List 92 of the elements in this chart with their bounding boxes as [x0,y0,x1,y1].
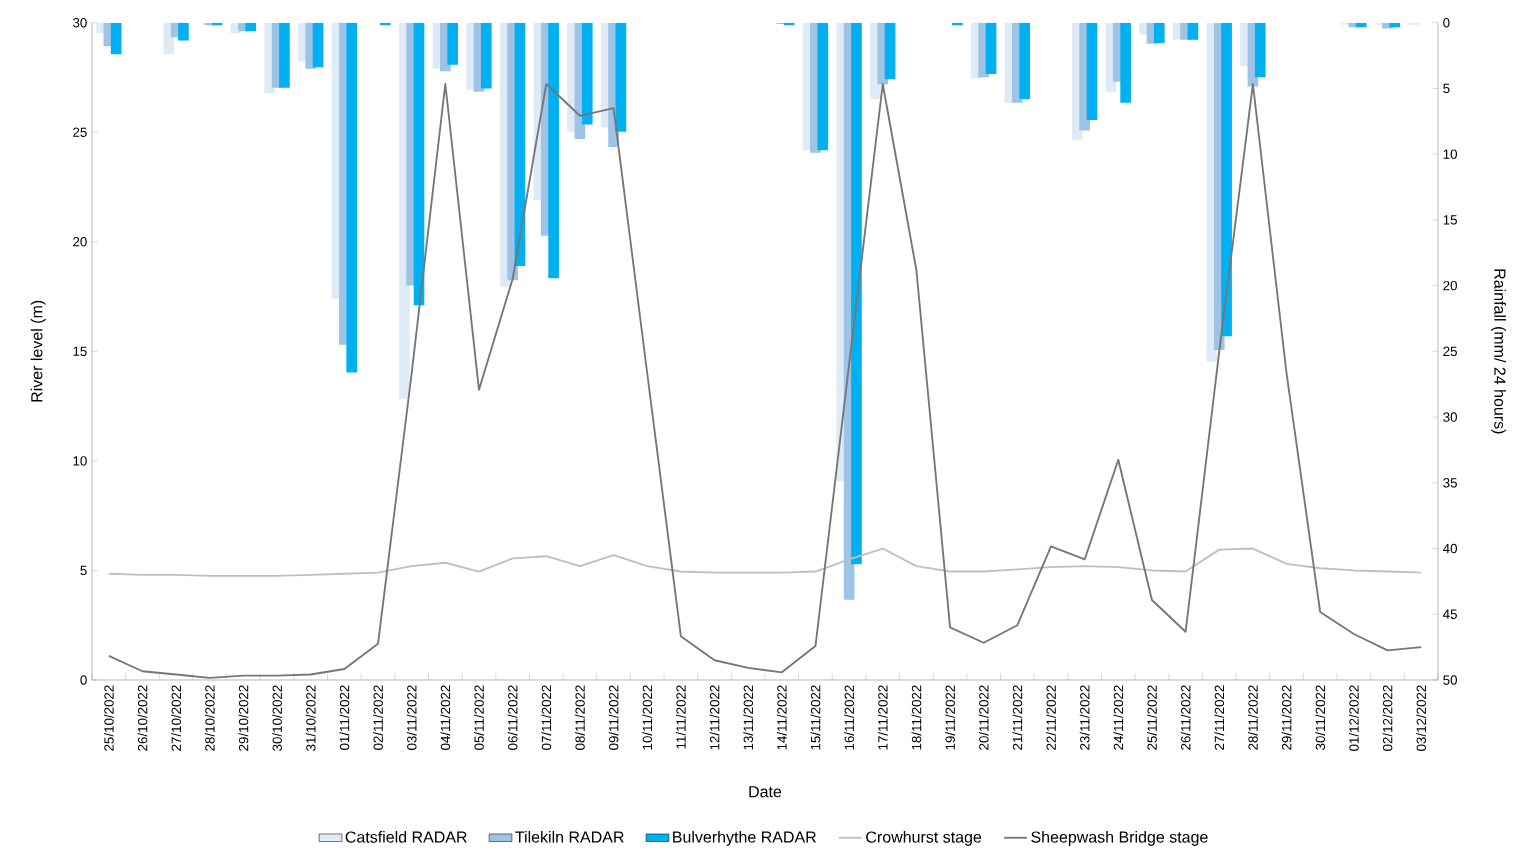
y-tick-label: 15 [73,346,87,356]
bar [1019,22,1031,99]
x-tick-label: 01/12/2022 [1348,685,1359,751]
y-tick-label: 20 [73,237,87,247]
x-tick-label: 21/11/2022 [1012,685,1023,750]
bar [312,22,324,68]
x-tick-label: 02/12/2022 [1382,685,1393,751]
y2-tick-label: 10 [1443,149,1457,159]
y2-tick-label: 5 [1443,83,1450,94]
x-tick-label: 29/10/2022 [238,685,249,751]
x-tick-label: 05/11/2022 [474,685,484,750]
y-tick-label: 10 [73,456,87,466]
y-tick-label: 25 [73,127,87,137]
x-tick-label: 24/11/2022 [1113,685,1124,750]
x-tick-label: 18/11/2022 [911,685,922,750]
y-tick-label: 30 [72,17,87,28]
x-tick-label: 11/11/2022 [675,685,686,749]
bar [884,22,896,80]
x-tick-label: 01/11/2022 [339,685,350,750]
x-tick-label: 17/11/2022 [877,685,888,750]
bar [548,22,559,279]
bar [1120,22,1131,103]
x-tick-label: 25/11/2022 [1147,685,1157,750]
y-tick-label: 5 [80,565,87,576]
bar [581,22,593,125]
x-tick-label: 12/11/2022 [709,685,720,750]
bar [480,22,492,89]
bar [1153,22,1165,44]
bar [1221,22,1232,337]
y2-tick-label: 45 [1442,609,1457,619]
x-tick-label: 08/11/2022 [575,685,585,750]
legend-label: Catsfield RADAR [345,830,467,843]
y2-tick-label: 40 [1442,543,1457,554]
y2-tick-label: 20 [1443,280,1457,291]
x-tick-label: 23/11/2022 [1079,685,1090,750]
bar [1254,22,1266,78]
x-tick-label: 13/11/2022 [743,685,754,750]
bar [1086,22,1098,120]
bar [279,22,290,88]
bar [110,22,122,55]
legend-label: Tilekiln RADAR [515,830,624,843]
x-tick-label: 09/11/2022 [608,685,619,750]
y2-tick-label: 0 [1443,17,1450,28]
x-tick-label: 30/11/2022 [1315,685,1326,750]
x-tick-label: 14/11/2022 [776,685,787,750]
x-tick-label: 27/10/2022 [171,685,182,751]
y2-tick-label: 25 [1443,346,1457,357]
bar [413,22,425,306]
x-tick-label: 20/11/2022 [978,685,989,750]
legend-label: Sheepwash Bridge stage [1031,830,1208,846]
x-tick-label: 10/11/2022 [642,685,653,750]
x-tick-label: 15/11/2022 [810,685,821,750]
x-tick-label: 29/11/2022 [1281,685,1292,750]
bar [1389,22,1401,28]
x-tick-label: 03/11/2022 [406,685,417,750]
x-tick-label: 26/11/2022 [1180,685,1191,750]
x-tick-label: 16/11/2022 [844,685,854,750]
bar [985,22,997,74]
legend-label: Bulverhythe RADAR [673,830,816,846]
bar [1355,22,1367,28]
y2-tick-label: 35 [1443,478,1457,488]
y2-axis-title: Rainfall (mm/ 24 hours) [1491,269,1506,434]
x-tick-label: 27/11/2022 [1214,685,1225,750]
x-tick-label: 07/11/2022 [541,685,552,750]
bar [615,22,627,132]
x-tick-label: 30/10/2022 [272,685,282,751]
y2-tick-label: 50 [1443,675,1457,685]
bar [346,22,358,373]
legend-label: Crowhurst stage [866,830,982,846]
y-axis-title: River level (m) [30,300,46,402]
x-tick-label: 28/10/2022 [204,685,215,751]
bar [514,22,526,266]
y2-tick-label: 15 [1443,215,1457,225]
bar [178,22,189,41]
x-tick-label: 31/10/2022 [305,685,316,751]
bar [245,22,257,32]
bar [817,22,829,151]
bar [851,22,862,565]
x-axis-title: Date [749,786,782,798]
x-tick-label: 02/11/2022 [373,685,383,750]
bar [1187,22,1199,40]
x-tick-label: 03/12/2022 [1416,685,1427,751]
y-tick-label: 0 [80,675,87,685]
x-tick-label: 28/11/2022 [1248,685,1258,750]
x-tick-label: 25/10/2022 [103,685,114,751]
y2-tick-label: 30 [1443,412,1457,422]
x-tick-label: 22/11/2022 [1046,685,1056,750]
x-tick-label: 26/10/2022 [137,685,148,751]
bar [447,22,458,65]
x-tick-label: 19/11/2022 [945,685,955,750]
x-tick-label: 04/11/2022 [440,685,451,750]
x-tick-label: 06/11/2022 [507,685,518,750]
